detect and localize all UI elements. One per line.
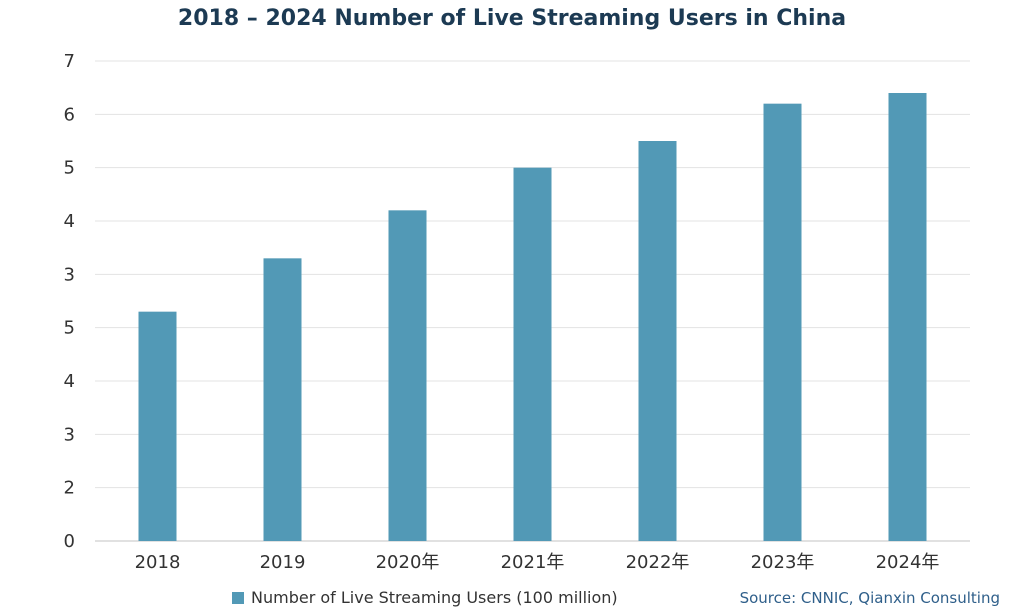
y-tick-label: 3	[64, 424, 75, 445]
y-tick-label: 4	[64, 371, 75, 392]
x-tick-label: 2020年	[376, 552, 440, 573]
y-tick-label: 5	[64, 318, 75, 339]
y-tick-label: 6	[64, 104, 75, 125]
legend-swatch	[232, 591, 244, 604]
y-tick-label: 0	[64, 531, 75, 552]
x-tick-label: 2023年	[751, 552, 815, 573]
bar	[763, 103, 802, 542]
bar	[888, 93, 927, 541]
chart-title: 2018 – 2024 Number of Live Streaming Use…	[177, 6, 847, 31]
x-tick-label: 2018	[135, 552, 181, 573]
source-note: Source: CNNIC, Qianxin Consulting	[739, 589, 1000, 607]
legend: Number of Live Streaming Users (100 mill…	[232, 588, 618, 607]
y-tick-label: 3	[64, 264, 75, 285]
bar	[388, 210, 427, 542]
x-tick-label: 2024年	[876, 552, 940, 573]
y-tick-label: 5	[64, 158, 75, 179]
y-tick-label: 7	[64, 51, 75, 72]
y-tick-label: 2	[64, 478, 75, 499]
x-tick-label: 2021年	[501, 552, 565, 573]
x-tick-label: 2019	[260, 552, 306, 573]
legend-label: Number of Live Streaming Users (100 mill…	[251, 588, 618, 607]
bar	[638, 141, 677, 541]
y-tick-label: 4	[64, 211, 75, 232]
bar	[263, 258, 302, 541]
x-tick-label: 2022年	[626, 552, 690, 573]
bar	[138, 311, 177, 541]
bar	[513, 167, 552, 541]
